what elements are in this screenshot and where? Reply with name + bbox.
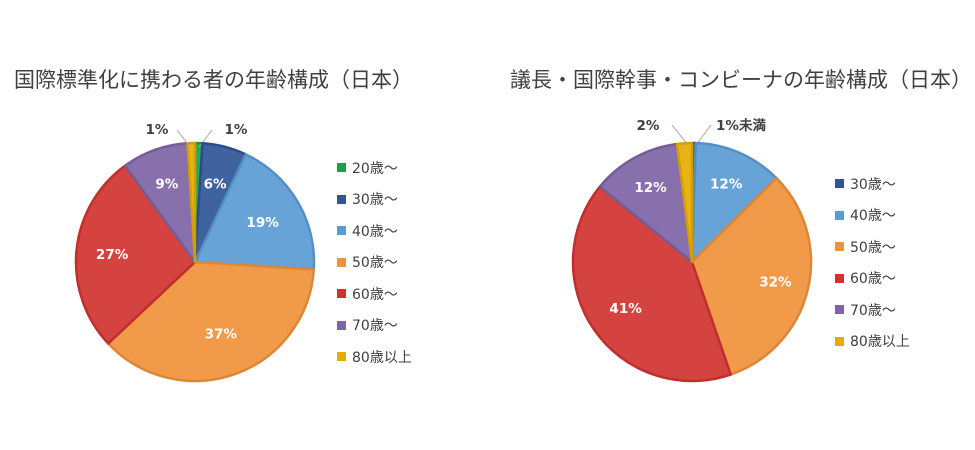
leader-line	[671, 124, 689, 146]
legend-label: 30歳～	[352, 192, 398, 209]
data-label: 32%	[759, 274, 792, 290]
data-label: 41%	[609, 301, 642, 317]
pie-slice-70	[598, 142, 694, 264]
legend-swatch	[835, 336, 844, 346]
pie-slice-50	[107, 260, 316, 383]
legend-label: 70歳～	[352, 318, 398, 335]
legend-label: 80歳以上	[850, 334, 910, 351]
legend-item: 50歳～	[337, 247, 412, 279]
legend-label: 20歳～	[352, 160, 398, 177]
legend-label: 50歳～	[850, 239, 896, 256]
legend-label: 60歳～	[850, 271, 896, 288]
legend-item: 20歳～	[337, 152, 412, 184]
legend-item: 80歳以上	[337, 341, 412, 373]
legend-swatch	[337, 352, 346, 362]
legend-item: 30歳～	[835, 168, 910, 200]
chart-1-title: 国際標準化に携わる者の年齢構成（日本）	[14, 68, 413, 92]
data-label: 27%	[96, 247, 129, 263]
legend-label: 40歳～	[352, 223, 398, 240]
pie-slice-50	[690, 176, 813, 376]
legend-item: 40歳～	[835, 200, 910, 232]
legend-item: 40歳～	[337, 215, 412, 247]
legend-item: 50歳～	[835, 231, 910, 263]
data-label: 1%	[225, 122, 248, 138]
data-label: 12%	[710, 176, 743, 192]
data-label: 1%	[146, 122, 169, 138]
pie-slice-60	[571, 185, 732, 383]
legend-item: 60歳～	[835, 263, 910, 295]
chart-1-legend: 20歳～ 30歳～ 40歳～ 50歳～ 60歳～ 70歳～ 80歳以上	[337, 152, 412, 373]
chart-2-legend: 30歳～ 40歳～ 50歳～ 60歳～ 70歳～ 80歳以上	[835, 168, 910, 357]
legend-item: 80歳以上	[835, 326, 910, 358]
legend-swatch	[835, 210, 844, 220]
legend-swatch	[337, 257, 346, 267]
legend-swatch	[835, 179, 844, 189]
chart-2-title: 議長・国際幹事・コンビーナの年齢構成（日本）	[510, 68, 972, 92]
legend-item: 60歳～	[337, 278, 412, 310]
legend-item: 70歳～	[835, 294, 910, 326]
legend-swatch	[337, 194, 346, 204]
data-label: 19%	[246, 215, 279, 231]
legend-label: 30歳～	[850, 176, 896, 193]
data-label: 37%	[205, 327, 238, 343]
legend-swatch	[835, 273, 844, 283]
legend-label: 40歳～	[850, 208, 896, 225]
legend-label: 70歳～	[850, 302, 896, 319]
legend-label: 50歳～	[352, 255, 398, 272]
data-label: 12%	[634, 180, 667, 196]
pie-slice-60	[74, 164, 197, 345]
pie-slice-40	[193, 153, 316, 271]
leader-line	[176, 129, 191, 148]
legend-swatch	[337, 163, 346, 173]
data-label: 9%	[155, 177, 178, 193]
legend-label: 60歳～	[352, 286, 398, 303]
legend-item: 30歳～	[337, 184, 412, 216]
leader-line	[695, 124, 712, 146]
legend-swatch	[835, 305, 844, 315]
legend-swatch	[337, 226, 346, 236]
pie-slice-80	[675, 141, 694, 264]
legend-swatch	[337, 320, 346, 330]
legend-swatch	[835, 242, 844, 252]
legend-label: 80歳以上	[352, 349, 412, 366]
legend-swatch	[337, 289, 346, 299]
legend-item: 70歳～	[337, 310, 412, 342]
pie-slice-40	[690, 141, 778, 264]
data-label: 6%	[204, 177, 227, 193]
data-label: 2%	[637, 118, 660, 134]
data-label: 1%未満	[716, 117, 766, 134]
